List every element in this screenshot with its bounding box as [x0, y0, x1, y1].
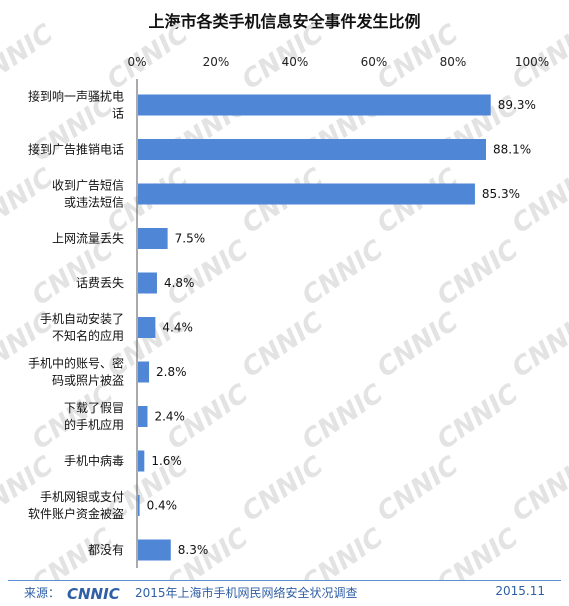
watermark-text-22: CNNIC [237, 307, 329, 384]
bar-1 [138, 139, 486, 160]
category-label-6-0: 手机中的账号、密 [28, 356, 124, 371]
category-label-8-0: 手机中病毒 [64, 453, 124, 468]
bar-5 [138, 317, 156, 338]
bar-3 [138, 228, 168, 249]
value-label-10: 8.3% [178, 543, 209, 557]
x-tick-label-4: 80% [440, 55, 467, 69]
category-label-9-1: 软件账户资金被盗 [28, 506, 124, 521]
bar-9 [138, 495, 140, 516]
bar-6 [138, 361, 150, 383]
value-label-3: 7.5% [175, 232, 206, 246]
watermark-text-24: CNNIC [507, 307, 569, 384]
watermark-text-0: CNNIC [0, 19, 59, 96]
bars: 89.3% 88.1% 85.3% 7.5% 4.8% 4.4% 2.8% 2.4% 1.6% 0… [138, 94, 536, 561]
cnnic-logo-text: CNNIC [67, 585, 120, 602]
bar-0 [138, 94, 491, 116]
watermark-text-33: CNNIC [372, 451, 464, 528]
value-label-8: 1.6% [151, 454, 182, 468]
value-label-5: 4.4% [162, 321, 193, 335]
category-label-2-0: 收到广告短信 [52, 179, 124, 193]
watermark-text-38: CNNIC [432, 523, 524, 580]
watermark-text-16: CNNIC [162, 235, 254, 312]
x-axis-ticks: 0% 20% 40% 60% 80% 100% [127, 55, 549, 69]
watermark-text-18: CNNIC [432, 235, 524, 312]
category-label-0-1: 话 [112, 107, 124, 121]
value-label-9: 0.4% [147, 499, 178, 513]
cnnic-logo: CNNIC [67, 585, 120, 602]
value-label-6: 2.8% [156, 365, 187, 379]
value-label-0: 89.3% [498, 98, 536, 112]
value-label-4: 4.8% [164, 276, 195, 290]
footer-date: 2015.11 [495, 584, 545, 598]
bar-4 [138, 272, 157, 294]
category-label-5-1: 不知名的应用 [52, 328, 124, 343]
category-label-9-0: 手机网银或支付 [40, 490, 124, 504]
category-label-0-0: 接到响一声骚扰电 [28, 89, 124, 104]
bar-10 [138, 539, 171, 561]
category-label-4-0: 话费丢失 [76, 275, 124, 290]
category-label-7-1: 的手机应用 [64, 417, 124, 432]
watermark-text-17: CNNIC [297, 235, 389, 312]
watermark-text-27: CNNIC [297, 379, 389, 456]
watermark-text-1: CNNIC [102, 19, 194, 96]
x-tick-label-2: 40% [282, 55, 309, 69]
watermark-text-32: CNNIC [237, 451, 329, 528]
x-tick-label-1: 20% [203, 55, 230, 69]
footer-source-label: 来源： [24, 586, 61, 600]
watermark-text-15: CNNIC [27, 235, 119, 312]
category-label-3-0: 上网流量丢失 [52, 231, 124, 246]
category-label-1-0: 接到广告推销电话 [28, 142, 124, 157]
watermark-text-28: CNNIC [432, 379, 524, 456]
chart-title: 上海市各类手机信息安全事件发生比例 [148, 12, 421, 31]
value-label-7: 2.4% [154, 410, 185, 424]
watermark-text-23: CNNIC [372, 307, 464, 384]
category-label-10-0: 都没有 [88, 542, 124, 557]
footer-divider [8, 580, 561, 581]
footer: 来源： CNNIC 2015年上海市手机网民网络安全状况调查 2015.11 [0, 584, 569, 604]
value-label-2: 85.3% [482, 187, 520, 201]
category-label-6-1: 码或照片被盗 [52, 373, 124, 388]
watermark-text-34: CNNIC [507, 451, 569, 528]
category-labels: 接到响一声骚扰电话接到广告推销电话收到广告短信或违法短信上网流量丢失话费丢失手机… [28, 89, 124, 558]
watermark-text-37: CNNIC [297, 523, 389, 580]
category-label-5-0: 手机自动安装了 [40, 311, 124, 326]
x-tick-label-5: 100% [515, 55, 549, 69]
footer-source-text: 2015年上海市手机网民网络安全状况调查 [135, 586, 358, 600]
bar-8 [138, 450, 145, 472]
value-label-1: 88.1% [493, 143, 531, 157]
watermark-text-14: CNNIC [507, 163, 569, 240]
category-label-7-0: 下载了假冒 [64, 401, 124, 415]
watermark-text-10: CNNIC [0, 163, 59, 240]
x-tick-label-0: 0% [127, 55, 146, 69]
bar-2 [138, 183, 475, 205]
x-tick-label-3: 60% [361, 55, 388, 69]
category-label-2-1: 或违法短信 [64, 196, 124, 210]
bar-7 [138, 406, 148, 427]
